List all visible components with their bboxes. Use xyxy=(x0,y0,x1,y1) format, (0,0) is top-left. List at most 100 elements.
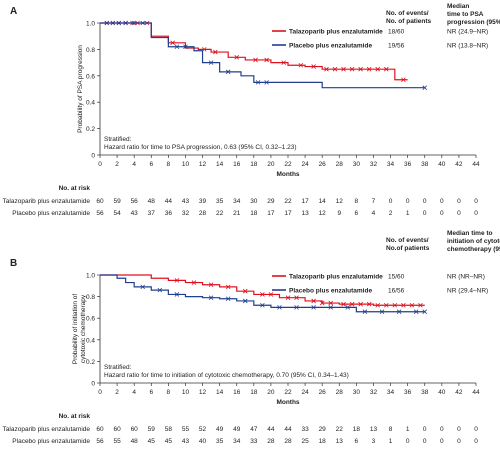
risk-value: 0 xyxy=(406,438,410,445)
censor-mark xyxy=(396,309,402,315)
legend: No. of events/No. of patients Mediantime … xyxy=(272,3,500,50)
risk-value: 0 xyxy=(440,426,444,433)
risk-value: 29 xyxy=(267,198,275,205)
y-tick-label: 0.4 xyxy=(86,100,95,107)
x-tick-label: 34 xyxy=(387,389,395,396)
x-tick-label: 6 xyxy=(149,389,153,396)
censor-mark xyxy=(110,20,116,26)
risk-value: 56 xyxy=(96,210,104,217)
censor-mark xyxy=(157,287,163,293)
risk-value: 40 xyxy=(199,438,207,445)
legend-median: NR (13.8–NR) xyxy=(447,43,488,50)
risk-value: 0 xyxy=(440,198,444,205)
y-tick-label: 0.2 xyxy=(86,126,95,133)
censor-mark xyxy=(140,20,146,26)
risk-value: 14 xyxy=(319,198,327,205)
censor-mark xyxy=(375,302,381,308)
legend-events: 19/56 xyxy=(388,43,405,50)
risk-value: 56 xyxy=(96,438,104,445)
x-tick-label: 16 xyxy=(233,161,241,168)
censor-mark xyxy=(328,300,334,306)
censor-mark xyxy=(383,302,389,308)
risk-value: 59 xyxy=(113,198,121,205)
risk-value: 0 xyxy=(457,198,461,205)
annotation-line: Stratified: xyxy=(104,136,132,143)
legend-header-median: time to PSA xyxy=(447,11,484,18)
risk-value: 60 xyxy=(96,426,104,433)
x-tick-label: 0 xyxy=(98,161,102,168)
x-tick-label: 10 xyxy=(182,161,190,168)
censor-mark xyxy=(285,295,291,300)
risk-value: 52 xyxy=(199,426,207,433)
annotation-line: Stratified: xyxy=(104,364,132,371)
censor-mark xyxy=(170,40,175,46)
y-axis-label: Probability of PSA progression xyxy=(77,45,84,133)
censor-mark xyxy=(225,296,231,302)
risk-value: 8 xyxy=(355,198,359,205)
legend-series-name: Talazoparib plus enzalutamide xyxy=(289,29,383,36)
risk-value: 0 xyxy=(474,198,478,205)
x-tick-label: 8 xyxy=(167,161,171,168)
risk-value: 17 xyxy=(267,210,275,217)
censor-mark xyxy=(341,66,346,72)
risk-value: 36 xyxy=(165,210,173,217)
x-tick-label: 6 xyxy=(149,161,153,168)
annotation-line: Hazard ratio for time to PSA progression… xyxy=(104,144,297,151)
risk-value: 12 xyxy=(336,198,344,205)
censor-mark xyxy=(358,66,363,72)
x-tick-label: 8 xyxy=(167,389,171,396)
censor-mark xyxy=(341,301,346,307)
legend-header-events: No. of events/ xyxy=(386,10,429,17)
x-tick-label: 18 xyxy=(250,389,258,396)
censor-mark xyxy=(104,20,110,26)
risk-value: 6 xyxy=(355,210,359,217)
censor-mark xyxy=(311,305,316,310)
censor-mark xyxy=(375,66,381,72)
censor-mark xyxy=(422,309,428,315)
x-tick-label: 40 xyxy=(438,389,446,396)
legend-median: NR (24.9–NR) xyxy=(447,29,488,36)
risk-table: No. at risk Talazoparib plus enzalutamide… xyxy=(3,185,479,217)
censor-mark xyxy=(379,309,385,315)
censor-mark xyxy=(294,295,299,300)
risk-value: 3 xyxy=(372,438,376,445)
censor-mark xyxy=(328,305,334,310)
y-tick-label: 0.4 xyxy=(86,337,95,344)
censor-mark xyxy=(264,57,269,63)
risk-value: 35 xyxy=(216,198,224,205)
censor-mark xyxy=(422,85,428,90)
x-axis-label: Months xyxy=(276,171,299,178)
x-tick-label: 10 xyxy=(182,389,190,396)
x-axis-label: Months xyxy=(276,399,299,406)
km-curve xyxy=(100,274,425,313)
censor-mark xyxy=(366,301,372,307)
y-tick-label: 1.0 xyxy=(86,273,95,280)
x-tick-label: 44 xyxy=(472,161,480,168)
legend-series-name: Placebo plus enzalutamide xyxy=(289,43,372,50)
legend-median: NR (NR–NR) xyxy=(447,274,485,281)
risk-value: 28 xyxy=(199,210,207,217)
x-tick-label: 14 xyxy=(216,389,224,396)
risk-value: 0 xyxy=(474,426,478,433)
censor-mark xyxy=(140,284,146,290)
censor-mark xyxy=(174,292,180,297)
censor-mark xyxy=(242,288,248,294)
x-tick-label: 4 xyxy=(132,161,136,168)
censor-mark xyxy=(253,57,258,63)
x-tick-label: 34 xyxy=(387,161,395,168)
risk-value: 44 xyxy=(284,426,292,433)
y-axis-label-line: Probability of initiation of xyxy=(72,294,79,365)
risk-value: 1 xyxy=(406,210,410,217)
x-tick-label: 12 xyxy=(199,161,207,168)
panel-A: A00.20.40.60.81.00 2 4 6 8 10 12 14 16 18 20 22 24 26… xyxy=(3,3,500,217)
censor-mark xyxy=(131,20,137,26)
censor-mark xyxy=(183,44,188,50)
legend-events: 16/56 xyxy=(388,288,405,295)
risk-value: 43 xyxy=(182,198,190,205)
censor-mark xyxy=(418,302,423,308)
risk-value: 47 xyxy=(250,426,258,433)
risk-value: 43 xyxy=(131,210,139,217)
x-tick-label: 26 xyxy=(319,389,327,396)
risk-value: 35 xyxy=(216,438,224,445)
